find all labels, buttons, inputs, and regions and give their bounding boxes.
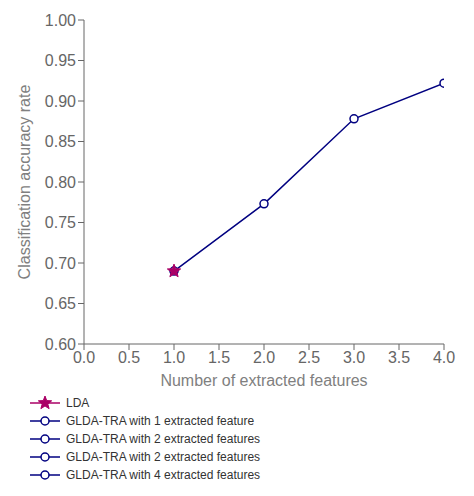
html-text:LDA: LDA — [66, 396, 90, 410]
html-text:GLDA-TRA with 2 extracted feat: GLDA-TRA with 2 extracted features — [66, 450, 261, 464]
svg-text:Number of extracted features: Number of extracted features — [160, 372, 367, 389]
svg-text:3.0: 3.0 — [343, 349, 365, 366]
svg-text:0.5: 0.5 — [118, 349, 140, 366]
svg-text:2.5: 2.5 — [298, 349, 320, 366]
html-text:GLDA-TRA with 2 extracted feat: GLDA-TRA with 2 extracted features — [66, 432, 261, 446]
html-text:GLDA-TRA with 1 extracted feat: GLDA-TRA with 1 extracted feature — [66, 414, 255, 428]
svg-text:3.5: 3.5 — [388, 349, 410, 366]
svg-text:0.65: 0.65 — [45, 295, 76, 312]
svg-text:0.90: 0.90 — [45, 93, 76, 110]
svg-text:1.5: 1.5 — [208, 349, 230, 366]
svg-text:4.0: 4.0 — [433, 349, 455, 366]
svg-text:0.85: 0.85 — [45, 133, 76, 150]
html-text:GLDA-TRA with 4 extracted feat: GLDA-TRA with 4 extracted features — [66, 468, 261, 482]
svg-text:0.75: 0.75 — [45, 214, 76, 231]
svg-text:0.80: 0.80 — [45, 174, 76, 191]
svg-text:2.0: 2.0 — [253, 349, 275, 366]
svg-text:1.0: 1.0 — [163, 349, 185, 366]
svg-text:0.0: 0.0 — [73, 349, 95, 366]
svg-text:1.00: 1.00 — [45, 12, 76, 29]
svg-text:0.95: 0.95 — [45, 52, 76, 69]
svg-text:0.70: 0.70 — [45, 255, 76, 272]
svg-text:Classification accuracy rate: Classification accuracy rate — [16, 85, 33, 280]
svg-text:0.60: 0.60 — [45, 336, 76, 353]
